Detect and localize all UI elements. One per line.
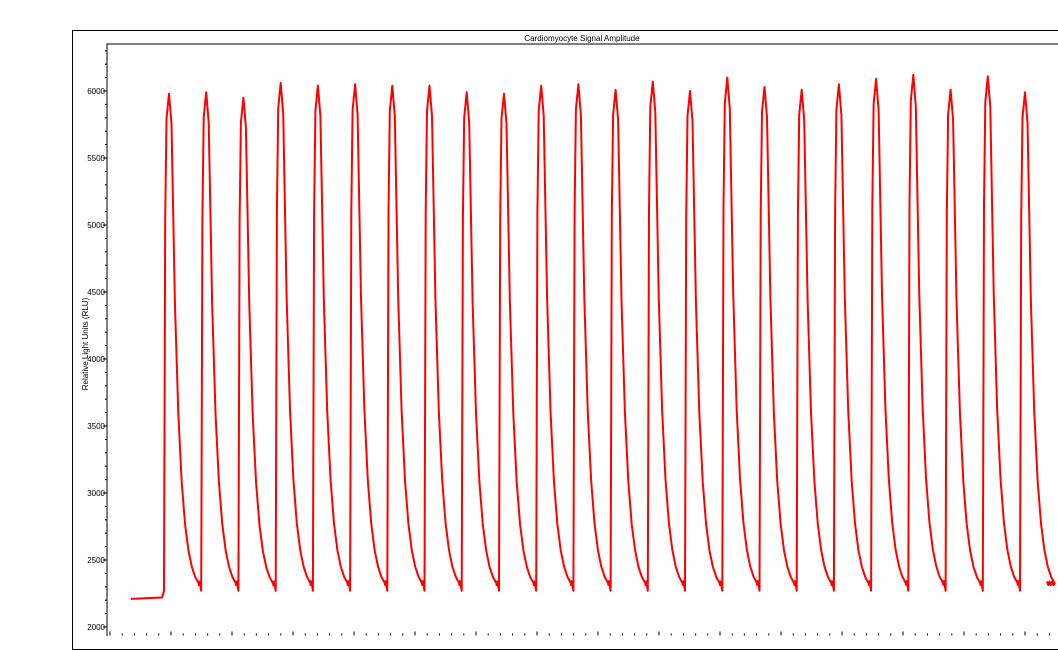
series-group — [130, 73, 1056, 600]
y-tick-label: 4000 — [87, 355, 105, 364]
y-tick-label: 4500 — [87, 288, 105, 297]
chart: Cardiomyocyte Signal Amplitude Relative … — [81, 34, 1058, 636]
y-tick-label: 2500 — [87, 556, 105, 565]
y-axis-ticks: 2000 2500 3000 3500 4000 4500 5000 5500 6000 — [87, 50, 107, 632]
y-tick-label: 2000 — [87, 623, 105, 632]
y-tick-label: 3000 — [87, 489, 105, 498]
y-tick-label: 5500 — [87, 154, 105, 163]
y-tick-label: 3500 — [87, 422, 105, 431]
y-tick-label: 6000 — [87, 87, 105, 96]
y-tick-label: 5000 — [87, 221, 105, 230]
y-axis-label: Relative Light Units (RLU) — [81, 297, 90, 390]
plot-area — [106, 43, 1058, 636]
x-axis-ticks — [109, 631, 1050, 636]
chart-title: Cardiomyocyte Signal Amplitude — [524, 34, 640, 43]
signal-line — [130, 73, 1056, 600]
